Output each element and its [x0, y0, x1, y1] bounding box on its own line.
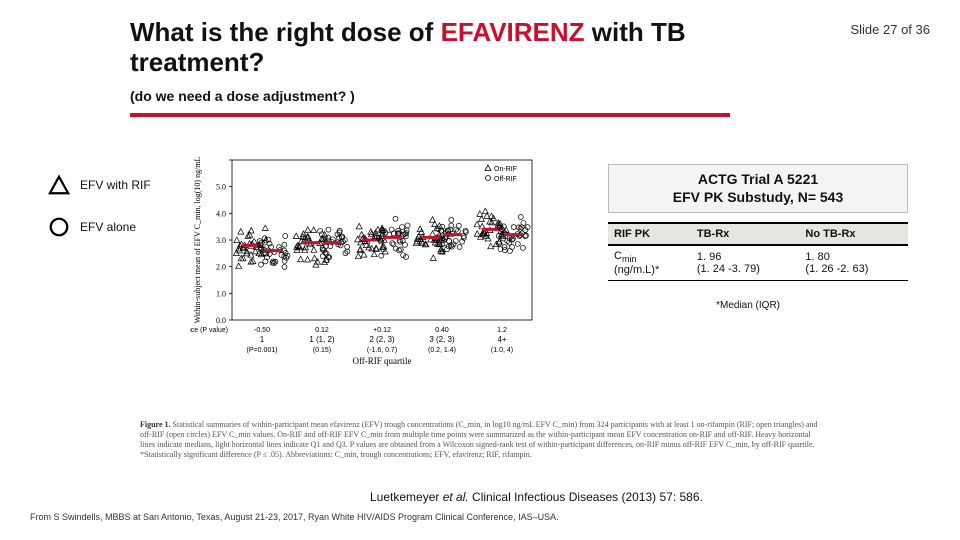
citation-post: Clinical Infectious Diseases (2013) 57: …: [469, 490, 703, 504]
scatter-chart: 0.0 1.0 2.0 3.0 4.0 5.0 Within-subject mean of…: [190, 150, 560, 380]
legend: EFV with RIF EFV alone: [48, 164, 151, 248]
svg-text:-0.50: -0.50: [254, 327, 270, 334]
title-accent: EFAVIRENZ: [441, 17, 585, 47]
infobox-line2: EFV PK Substudy, N= 543: [617, 189, 899, 207]
results-table: RIF PK TB-Rx No TB-Rx Cmin (ng/m.L)* 1. …: [608, 222, 908, 281]
c-label: C: [614, 250, 622, 262]
svg-text:(1.0, 4): (1.0, 4): [491, 347, 513, 354]
triangle-icon: [48, 174, 70, 196]
circle-icon: [48, 216, 70, 238]
cell-notb: 1. 80 (1. 26 -2. 63): [799, 245, 908, 281]
infobox-line1: ACTG Trial A 5221: [617, 171, 899, 189]
svg-text:0.0: 0.0: [216, 316, 226, 325]
page-title: What is the right dose of EFAVIRENZ with…: [130, 18, 690, 78]
svg-text:(-1.6, 0.7): (-1.6, 0.7): [367, 347, 397, 354]
svg-text:1.0: 1.0: [216, 289, 226, 298]
caption-rest: Statistical summaries of within-particip…: [140, 420, 818, 459]
svg-text:0.40: 0.40: [435, 327, 449, 334]
svg-text:Off-RIF quartile: Off-RIF quartile: [352, 356, 411, 366]
svg-text:(0.2, 1.4): (0.2, 1.4): [428, 347, 456, 354]
cell-tb: 1. 96 (1. 24 -3. 79): [691, 245, 800, 281]
svg-text:4.0: 4.0: [216, 209, 226, 218]
svg-text:5.0: 5.0: [216, 183, 226, 192]
c-unit: (ng/m.L)*: [614, 264, 659, 276]
title-pre: What is the right dose of: [130, 17, 441, 47]
credit-line: From S Swindells, MBBS at San Antonio, T…: [30, 512, 559, 522]
svg-text:3.0: 3.0: [216, 236, 226, 245]
caption-bold: Figure 1.: [140, 420, 171, 429]
svg-text:2.0: 2.0: [216, 263, 226, 272]
svg-text:On-RIF: On-RIF: [494, 166, 517, 173]
citation-pre: Luetkemeyer: [370, 490, 443, 504]
th-rifpk: RIF PK: [608, 223, 691, 245]
svg-text:4+: 4+: [497, 335, 506, 344]
table-row: Cmin (ng/m.L)* 1. 96 (1. 24 -3. 79) 1. 8…: [608, 245, 908, 281]
infobox: ACTG Trial A 5221 EFV PK Substudy, N= 54…: [608, 164, 908, 213]
citation-ital: et al.: [443, 490, 469, 504]
th-tbrx: TB-Rx: [691, 223, 800, 245]
th-notb: No TB-Rx: [799, 223, 908, 245]
chart-container: 0.0 1.0 2.0 3.0 4.0 5.0 Within-subject mean of…: [190, 150, 560, 385]
accent-rule: [130, 113, 730, 117]
figure-caption: Figure 1. Statistical summaries of withi…: [140, 420, 820, 460]
citation: Luetkemeyer et al. Clinical Infectious D…: [370, 490, 703, 504]
legend-row-triangle: EFV with RIF: [48, 164, 151, 206]
svg-text:1.2: 1.2: [497, 327, 507, 334]
subtitle: (do we need a dose adjustment? ): [130, 88, 355, 104]
legend-row-circle: EFV alone: [48, 206, 151, 248]
legend-triangle-label: EFV with RIF: [80, 178, 151, 192]
svg-text:Median difference (P value): Median difference (P value): [190, 327, 228, 334]
footnote: *Median (IQR): [716, 300, 780, 311]
legend-circle-label: EFV alone: [80, 220, 136, 234]
svg-text:1: 1: [260, 335, 265, 344]
slide-number: Slide 27 of 36: [850, 22, 930, 37]
svg-text:+0.12: +0.12: [373, 327, 391, 334]
svg-text:1 (1, 2): 1 (1, 2): [309, 335, 335, 344]
svg-text:Within-subject mean of EFV C_m: Within-subject mean of EFV C_min, log(10…: [193, 156, 202, 323]
svg-text:(P=0.001): (P=0.001): [247, 347, 278, 354]
c-sub: min: [622, 254, 637, 264]
table-header-row: RIF PK TB-Rx No TB-Rx: [608, 223, 908, 245]
svg-text:3 (2, 3): 3 (2, 3): [429, 335, 455, 344]
svg-text:0.12: 0.12: [315, 327, 329, 334]
cell-label: Cmin (ng/m.L)*: [608, 245, 691, 281]
svg-text:2 (2, 3): 2 (2, 3): [369, 335, 395, 344]
svg-text:(0.15): (0.15): [313, 347, 331, 354]
svg-text:Off-RIF: Off-RIF: [494, 176, 517, 183]
